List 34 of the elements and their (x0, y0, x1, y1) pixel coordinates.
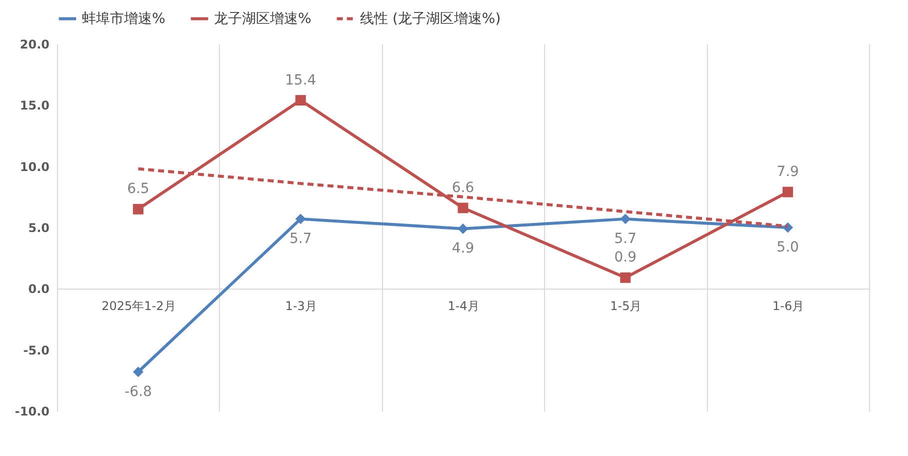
point (132, 366, 144, 378)
legend-label: 龙子湖区增速% (214, 10, 312, 27)
point (295, 95, 306, 106)
point (132, 204, 144, 214)
point (458, 223, 468, 234)
point (295, 214, 306, 224)
y-tick-label: 20.0 (20, 38, 50, 52)
x-tick-label: 2025年1-2月 (102, 299, 176, 314)
y-tick-label: -5.0 (23, 343, 50, 358)
data-label: 5.0 (776, 240, 799, 256)
point (620, 272, 631, 283)
y-tick-label: -10.0 (14, 404, 50, 418)
data-label: 6.6 (452, 180, 474, 196)
x-tick-label: 1-3月 (285, 299, 317, 314)
data-label: 0.9 (614, 250, 637, 266)
point (620, 214, 631, 224)
data-label: -6.8 (124, 384, 152, 400)
point (782, 186, 794, 198)
x-tick-label: 1-6月 (772, 299, 804, 314)
y-tick-label: 5.0 (28, 221, 50, 235)
x-tick-label: 1-5月 (610, 299, 642, 314)
data-label: 4.9 (452, 240, 474, 257)
legend-label: 线性 (龙子湖区增速%) (360, 10, 501, 27)
data-label: 15.4 (285, 72, 316, 88)
data-label: 5.7 (289, 230, 312, 247)
data-label: 5.7 (614, 230, 637, 247)
y-tick-label: 0.0 (28, 282, 50, 296)
y-tick-label: 10.0 (20, 160, 50, 174)
legend-label: 蚌埠市增速% (82, 10, 166, 27)
data-label: 6.5 (127, 181, 150, 198)
point (458, 202, 468, 214)
data-label: 7.9 (776, 164, 799, 180)
x-tick-label: 1-4月 (448, 299, 480, 314)
y-tick-label: 15.0 (20, 98, 50, 113)
